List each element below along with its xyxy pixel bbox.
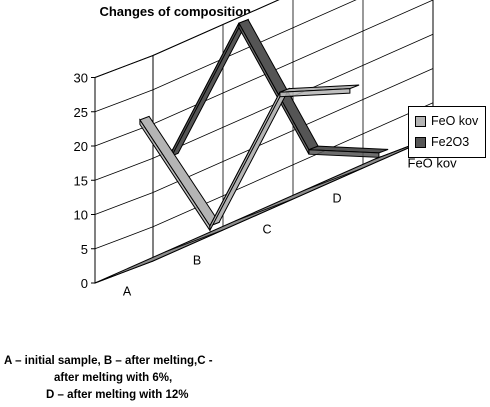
- legend-label-fe2o3: Fe2O3: [431, 135, 470, 149]
- y-tick-label-0: 0: [81, 276, 88, 291]
- y-tick-label-30: 30: [74, 71, 88, 86]
- legend-swatch-feo-kov: [415, 115, 426, 127]
- y-tick-label-10: 10: [74, 208, 88, 223]
- floor-divider-2: [234, 198, 294, 222]
- x-tick-label-B: B: [193, 254, 201, 268]
- caption-line-1: A – initial sample, B – after melting,C …: [4, 355, 213, 367]
- y-tick-label-20: 20: [74, 139, 88, 154]
- legend-label-feo-kov: FeO kov: [431, 114, 479, 128]
- x-tick-label-D: D: [332, 192, 341, 206]
- gridline-y-25: [94, 0, 357, 113]
- y-tick-label-15: 15: [74, 173, 88, 188]
- x-tick-label-C: C: [262, 223, 271, 237]
- chart-caption: A – initial sample, B – after melting,C …: [4, 353, 304, 404]
- x-tick-label-A: A: [123, 285, 132, 299]
- y-tick-label-25: 25: [74, 105, 88, 120]
- floor-divider-1: [164, 229, 224, 253]
- legend-item-feo-kov: FeO kov: [415, 113, 478, 129]
- legend: FeO kov Fe2O3: [408, 106, 486, 158]
- depth-label-feo-kov: FeO kov: [408, 156, 458, 171]
- gridline-y-10: [94, 68, 434, 215]
- caption-line-2: after melting with 6%,: [54, 372, 173, 384]
- ribbon-face-0-2: [279, 88, 351, 98]
- floor-divider-3: [304, 167, 364, 191]
- gridline-y-15: [94, 33, 434, 181]
- series-feo-kov: [139, 84, 360, 233]
- legend-item-fe2o3: Fe2O3: [415, 134, 469, 150]
- caption-line-3: D – after melting with 12%: [46, 389, 189, 401]
- legend-swatch-fe2o3: [415, 136, 426, 148]
- gridline-y-5: [94, 102, 434, 250]
- y-tick-label-5: 5: [81, 242, 88, 257]
- gridline-y-30: [94, 0, 280, 78]
- series-fe2o3: [167, 18, 389, 162]
- ribbon-face-1-2: [308, 149, 380, 158]
